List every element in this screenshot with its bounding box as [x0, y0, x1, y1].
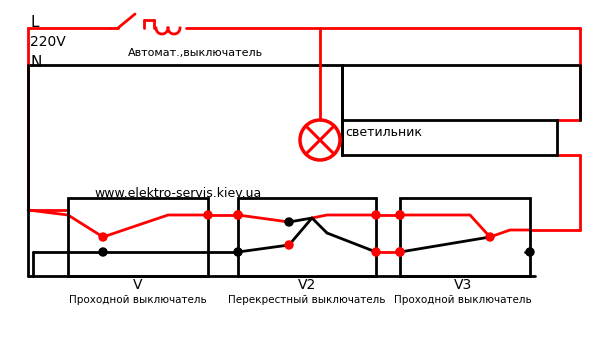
Circle shape: [372, 248, 380, 256]
Circle shape: [234, 211, 242, 219]
Circle shape: [396, 248, 404, 256]
Text: 220V: 220V: [30, 35, 66, 49]
Text: V3: V3: [454, 278, 472, 292]
Text: www.elektro-servis.kiev.ua: www.elektro-servis.kiev.ua: [94, 186, 262, 199]
Circle shape: [285, 218, 293, 226]
Circle shape: [396, 211, 404, 219]
Text: светильник: светильник: [345, 126, 422, 139]
Bar: [342, 120, 557, 155]
Circle shape: [396, 248, 404, 256]
Text: V2: V2: [298, 278, 316, 292]
Circle shape: [526, 248, 534, 256]
Text: Проходной выключатель: Проходной выключатель: [69, 295, 207, 305]
Circle shape: [372, 211, 380, 219]
Text: L: L: [30, 14, 38, 30]
Text: Автомат.,выключатель: Автомат.,выключатель: [128, 48, 263, 58]
Circle shape: [234, 211, 242, 219]
Bar: [238, 198, 376, 276]
Circle shape: [99, 233, 107, 241]
Circle shape: [486, 233, 494, 241]
Circle shape: [396, 211, 404, 219]
Text: V: V: [133, 278, 143, 292]
Text: Проходной выключатель: Проходной выключатель: [394, 295, 532, 305]
Circle shape: [234, 248, 242, 256]
Bar: [68, 198, 208, 276]
Circle shape: [285, 241, 293, 249]
Circle shape: [204, 211, 212, 219]
Text: N: N: [30, 54, 41, 69]
Text: Перекрестный выключатель: Перекрестный выключатель: [228, 295, 386, 305]
Bar: [400, 198, 530, 276]
Circle shape: [99, 248, 107, 256]
